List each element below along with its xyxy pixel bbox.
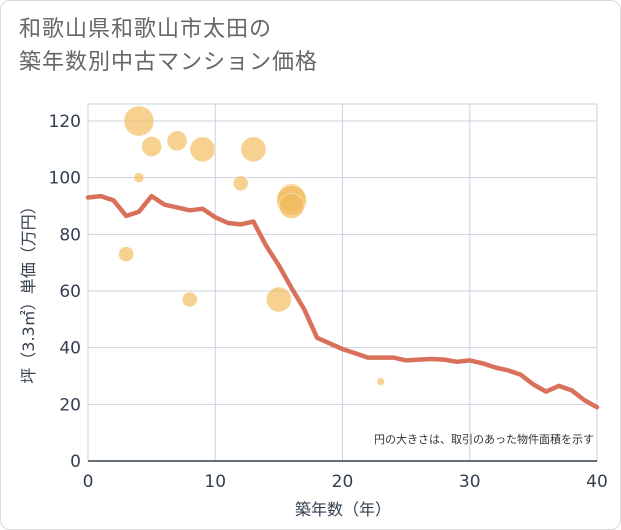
y-tick-label-4: 80	[59, 225, 81, 245]
bubble-point-0	[118, 246, 135, 263]
x-tick-label-0: 0	[83, 472, 94, 492]
x-tick-label-3: 30	[459, 472, 481, 492]
y-axis-label: 坪（3.3㎡）単価（万円）	[19, 198, 38, 383]
average-price-line	[85, 193, 600, 410]
title-line-2: 築年数別中古マンション価格	[19, 50, 319, 75]
x-axis-label: 築年数（年）	[295, 500, 391, 519]
chart-title: 和歌山県和歌山市太田の 築年数別中古マンション価格	[19, 13, 318, 79]
y-tick-label-0: 0	[70, 452, 81, 472]
y-tick-label-5: 100	[49, 169, 81, 189]
bubble-point-8	[240, 136, 267, 163]
bubble-point-7	[232, 175, 249, 192]
y-tick-label-2: 40	[59, 339, 81, 359]
bubble-point-12	[278, 193, 305, 219]
bubble-point-2	[133, 172, 145, 184]
bubble-point-4	[166, 130, 188, 152]
y-tick-label-1: 20	[59, 395, 81, 415]
bubble-size-note: 円の大きさは、取引のあった物件面積を示す	[374, 432, 594, 446]
average-line-series	[85, 193, 600, 410]
bubble-series	[118, 105, 385, 386]
title-line-1: 和歌山県和歌山市太田の	[19, 17, 273, 42]
bubble-point-6	[189, 136, 216, 163]
x-tick-label-1: 10	[204, 472, 226, 492]
y-tick-label-3: 60	[59, 282, 81, 302]
bubble-point-13	[376, 377, 385, 386]
bubble-point-5	[181, 291, 198, 308]
bubble-point-3	[141, 136, 163, 157]
x-tick-label-2: 20	[332, 472, 354, 492]
axes: 0 20 40 60 80 100 120 0 10 20 30 40	[49, 112, 608, 492]
bubble-point-1	[123, 105, 155, 137]
bubble-point-9	[265, 286, 292, 313]
x-tick-label-4: 40	[586, 472, 608, 492]
y-tick-label-6: 120	[49, 112, 81, 132]
grid	[87, 103, 598, 462]
